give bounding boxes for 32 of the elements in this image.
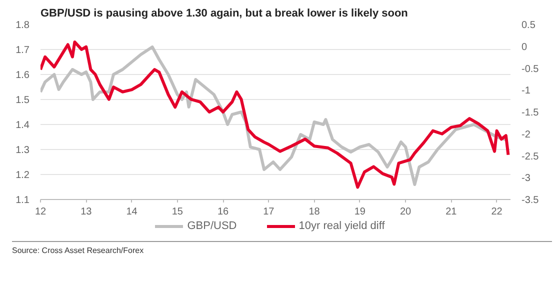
legend-label: 10yr real yield diff (298, 220, 385, 232)
legend-label: GBP/USD (187, 220, 237, 232)
y-tick-label: 1.7 (16, 45, 30, 56)
x-tick-label: 14 (126, 206, 138, 218)
x-tick-label: 16 (217, 206, 230, 218)
x-tick-label: 18 (308, 206, 320, 218)
chart-title: GBP/USD is pausing above 1.30 again, but a break lower is likely soon (40, 8, 408, 20)
y2-tick-label: -2.5 (522, 151, 540, 162)
y-tick-label: 1.2 (16, 170, 30, 181)
y-tick-label: 1.1 (16, 195, 30, 206)
x-tick-label: 21 (446, 206, 458, 218)
y2-tick-label: 0 (522, 42, 528, 53)
x-tick-label: 17 (263, 206, 275, 218)
y-tick-label: 1.3 (16, 145, 30, 156)
y2-tick-label: 0.5 (522, 20, 536, 31)
x-tick-label: 20 (400, 206, 412, 218)
x-tick-label: 22 (491, 206, 503, 218)
y-tick-label: 1.4 (16, 120, 30, 131)
y2-tick-label: -3 (522, 173, 531, 184)
x-tick-label: 13 (80, 206, 92, 218)
y2-tick-label: -1 (522, 86, 531, 97)
source-note: Source: Cross Asset Research/Forex (12, 245, 144, 256)
y2-tick-label: -0.5 (522, 64, 540, 75)
y-tick-label: 1.6 (16, 70, 30, 81)
y2-tick-label: -2 (522, 129, 531, 140)
x-tick-label: 15 (172, 206, 184, 218)
y2-tick-label: -1.5 (522, 108, 540, 118)
y2-tick-label: -3.5 (522, 195, 540, 206)
x-tick-label: 19 (354, 206, 366, 218)
y-tick-label: 1.5 (16, 95, 30, 106)
x-tick-label: 12 (34, 206, 46, 218)
y-tick-label: 1.8 (16, 20, 30, 31)
